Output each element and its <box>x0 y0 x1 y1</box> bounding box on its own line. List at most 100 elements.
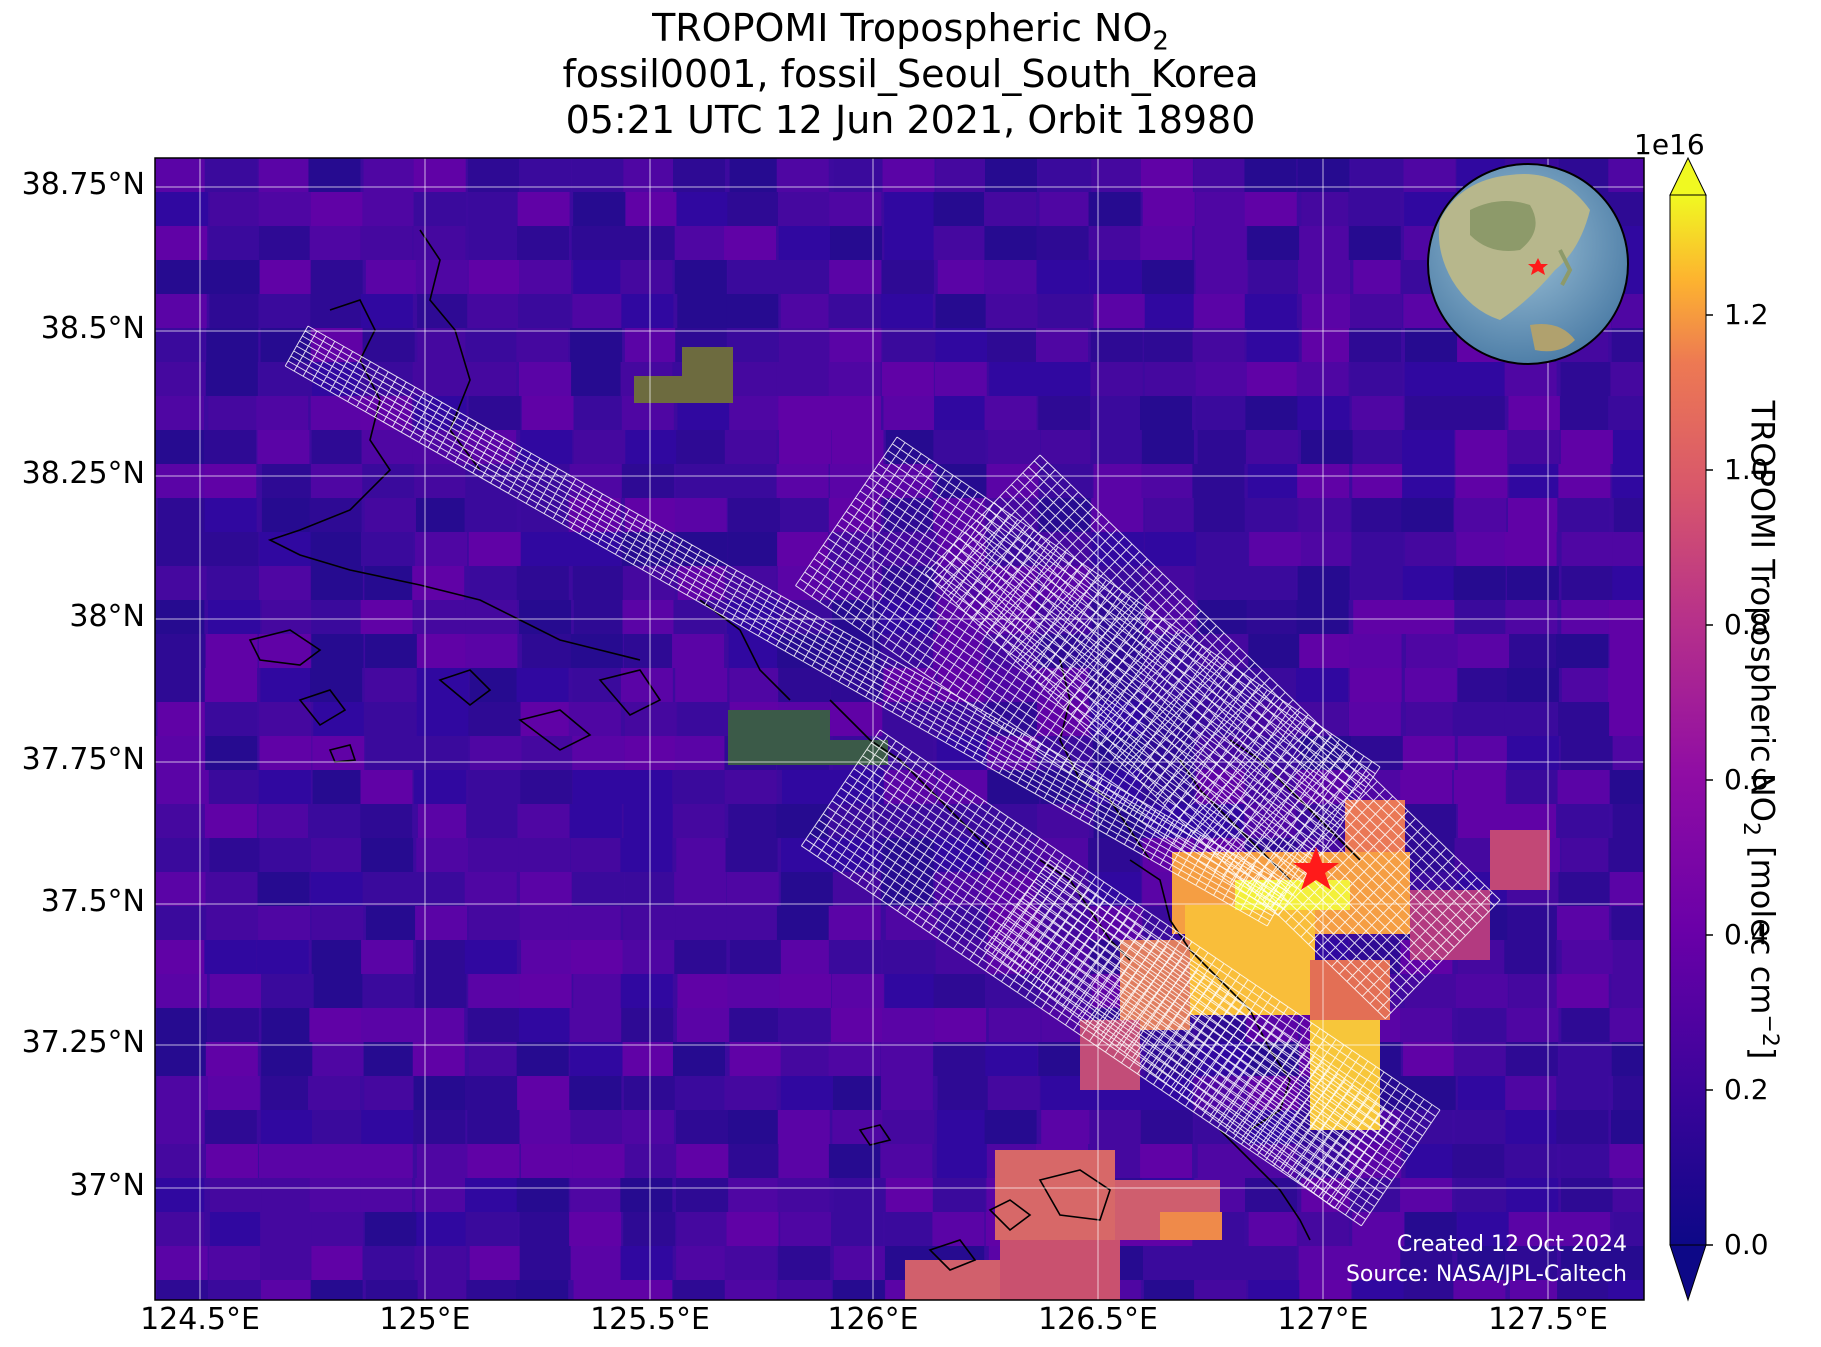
lat-tick: 37°N <box>69 1168 145 1203</box>
no2-pixel <box>1298 260 1351 294</box>
no2-pixel <box>310 1144 363 1178</box>
no2-pixel <box>1038 158 1091 192</box>
no2-pixel <box>1144 600 1197 634</box>
no2-pixel <box>468 838 521 872</box>
no2-pixel <box>362 328 415 362</box>
no2-pixel <box>1349 1246 1402 1280</box>
no2-pixel <box>260 1246 313 1280</box>
no2-pixel <box>724 430 777 464</box>
footprint-swath <box>795 436 1381 917</box>
no2-pixel <box>1247 226 1300 260</box>
no2-pixel <box>1195 1246 1248 1280</box>
no2-pixel <box>1244 294 1297 328</box>
no2-pixel <box>832 1280 885 1300</box>
no2-pixel <box>1506 668 1559 702</box>
no2-pixel <box>468 260 521 294</box>
no2-pixel <box>1350 362 1403 396</box>
no2-pixel <box>259 702 312 736</box>
no2-pixel <box>621 1008 674 1042</box>
no2-pixel <box>1506 1178 1559 1212</box>
no2-pixel <box>361 430 414 464</box>
no2-pixel <box>311 1246 364 1280</box>
no2-pixel <box>1351 498 1404 532</box>
no2-pixel <box>362 192 415 226</box>
no2-pixel <box>365 906 418 940</box>
no2-pixel <box>674 872 727 906</box>
no2-pixel <box>516 668 569 702</box>
no2-pixel <box>364 498 417 532</box>
no2-pixel <box>364 668 417 702</box>
no2-pixel <box>155 804 206 838</box>
no2-pixel <box>1144 498 1197 532</box>
no2-pixel <box>310 396 363 430</box>
no2-pixel <box>155 1178 205 1212</box>
no2-pixel <box>623 158 676 192</box>
no2-pixel <box>880 1042 933 1076</box>
no2-pixel <box>1297 566 1350 600</box>
no2-pixel <box>1038 396 1091 430</box>
no2-pixel <box>1556 1110 1609 1144</box>
no2-pixel <box>832 1110 885 1144</box>
no2-pixel <box>519 974 572 1008</box>
colorbar-tick: 0.0 <box>1724 1228 1769 1261</box>
no2-pixel <box>828 1144 881 1178</box>
no2-pixel <box>259 532 312 566</box>
no2-pixel <box>674 1076 727 1110</box>
no2-pixel <box>728 1110 781 1144</box>
no2-pixel <box>1507 430 1560 464</box>
no2-pixel <box>365 1280 418 1300</box>
no2-pixel <box>413 1076 466 1110</box>
colorbar-tick: 0.4 <box>1724 918 1769 951</box>
no2-pixel <box>620 974 673 1008</box>
no2-pixel <box>1348 192 1401 226</box>
no2-pixel <box>1301 294 1354 328</box>
no2-pixel <box>1299 226 1352 260</box>
no2-pixel <box>1457 736 1510 770</box>
no2-pixel <box>573 974 626 1008</box>
no2-pixel <box>1299 634 1352 668</box>
no2-pixel <box>1405 532 1458 566</box>
no2-pixel <box>1245 1178 1298 1212</box>
no2-pixel <box>310 260 363 294</box>
no2-pixel <box>1452 1144 1505 1178</box>
no2-pixel <box>311 430 364 464</box>
no2-pixel <box>828 294 881 328</box>
no2-pixel <box>1349 668 1402 702</box>
no2-pixel <box>881 260 934 294</box>
no2-pixel <box>833 1246 886 1280</box>
no2-pixel <box>1247 464 1300 498</box>
no2-pixel <box>831 1212 884 1246</box>
no2-pixel <box>1453 362 1506 396</box>
no2-pixel <box>204 430 257 464</box>
no2-pixel <box>519 1246 572 1280</box>
no2-pixel <box>1610 362 1644 396</box>
no2-pixel <box>672 804 725 838</box>
no2-pixel <box>312 1042 365 1076</box>
no2-pixel <box>724 1076 777 1110</box>
colorbar-label: TROPOMI Tropospheric NO2 [molec cm−2] <box>1737 400 1783 1060</box>
no2-pixel <box>464 1076 517 1110</box>
no2-pixel <box>518 838 571 872</box>
no2-pixel <box>155 1246 208 1280</box>
no2-pixel <box>1507 498 1560 532</box>
no2-pixel <box>1244 498 1297 532</box>
no2-pixel <box>1561 668 1614 702</box>
no2-pixel <box>673 600 726 634</box>
no2-pixel <box>726 872 779 906</box>
no2-pixel <box>984 974 1037 1008</box>
no2-pixel <box>1404 362 1457 396</box>
no2-pixel <box>205 1042 258 1076</box>
no2-pixel <box>987 1076 1040 1110</box>
no2-pixel <box>258 906 311 940</box>
no2-pixel <box>780 872 833 906</box>
map-frame <box>154 157 1645 1301</box>
no2-pixel <box>467 294 520 328</box>
no2-pixel <box>776 362 829 396</box>
no2-pixel <box>1509 464 1562 498</box>
no2-pixel <box>1090 328 1143 362</box>
colorbar-tick: 0.2 <box>1724 1073 1769 1106</box>
no2-pixel <box>1611 906 1644 940</box>
no2-pixel <box>205 668 258 702</box>
no2-pixel <box>360 770 413 804</box>
no2-pixel <box>155 328 205 362</box>
